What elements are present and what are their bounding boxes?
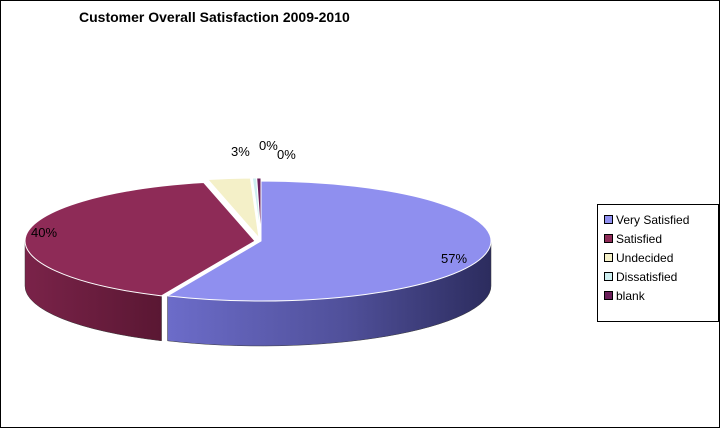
legend-label: blank: [616, 288, 645, 303]
legend-item: Very Satisfied: [604, 210, 718, 229]
data-label: 3%: [231, 144, 250, 159]
legend-item: blank: [604, 286, 718, 305]
legend-swatch: [604, 253, 613, 262]
legend-label: Undecided: [616, 250, 674, 265]
pie-slice: [256, 177, 262, 239]
pie-slice: [165, 180, 492, 302]
pie-slice: [24, 181, 256, 297]
chart-title: Customer Overall Satisfaction 2009-2010: [79, 9, 350, 25]
data-label: 40%: [31, 225, 57, 240]
legend-item: Dissatisfied: [604, 267, 718, 286]
pie-labels: 57% 40% 3% 0%0%: [31, 138, 467, 266]
legend-item: Satisfied: [604, 229, 718, 248]
legend-label: Satisfied: [616, 231, 663, 246]
pie-tops: [24, 177, 492, 302]
data-label: 57%: [441, 251, 467, 266]
legend: Very Satisfied Satisfied Undecided Dissa…: [597, 204, 719, 322]
pie-slice: [206, 177, 260, 240]
legend-swatch: [604, 234, 613, 243]
legend-swatch: [604, 291, 613, 300]
data-label: 0%: [277, 147, 296, 162]
legend-swatch: [604, 272, 613, 281]
legend-label: Dissatisfied: [616, 269, 678, 284]
legend-item: Undecided: [604, 248, 718, 267]
legend-label: Very Satisfied: [616, 212, 690, 227]
data-label: 0%: [259, 138, 278, 153]
legend-swatch: [604, 215, 613, 224]
